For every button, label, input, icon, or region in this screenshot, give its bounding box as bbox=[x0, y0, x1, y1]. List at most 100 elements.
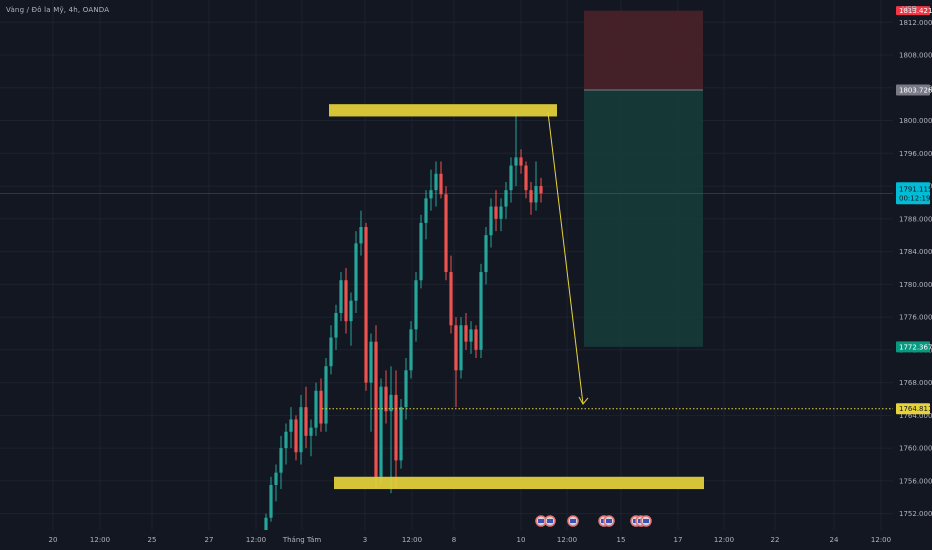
time-tick-label: 8 bbox=[452, 536, 456, 544]
candle-body bbox=[449, 272, 453, 326]
candle-body bbox=[429, 190, 433, 199]
time-tick-label: 15 bbox=[617, 536, 626, 544]
price-tick-label: 1756.000 bbox=[899, 477, 932, 485]
current-price-tag-bg bbox=[896, 182, 930, 205]
price-tick-label: 1776.000 bbox=[899, 314, 932, 322]
price-tick-label: 1800.000 bbox=[899, 117, 932, 125]
candle-body bbox=[319, 390, 323, 424]
time-axis[interactable]: 20 12:00 25 27 12:00 Tháng Tám 3 12:00 8 10 12:00 1… bbox=[0, 530, 932, 550]
time-tick-label: 12:00 bbox=[246, 536, 266, 544]
price-axis[interactable]: 1752.000 1756.000 1760.000 1764.000 1768.000… bbox=[893, 0, 932, 550]
time-tick-label: 24 bbox=[830, 536, 839, 544]
candle-body bbox=[284, 431, 288, 449]
time-tick-label: 12:00 bbox=[871, 536, 891, 544]
candle-body bbox=[514, 157, 518, 166]
candle-body bbox=[379, 386, 383, 477]
candle-body bbox=[324, 366, 328, 424]
economic-events bbox=[535, 515, 652, 527]
candle-body bbox=[494, 206, 498, 219]
time-tick-label: Tháng Tám bbox=[282, 536, 322, 544]
candle-body bbox=[329, 337, 333, 367]
candle-body bbox=[349, 300, 353, 322]
candle-body bbox=[274, 472, 278, 485]
candle-body bbox=[479, 272, 483, 350]
candle-body bbox=[539, 186, 543, 194]
candle-body bbox=[334, 312, 338, 338]
candle-body bbox=[469, 329, 473, 342]
countdown-label: 00:12:19 bbox=[899, 194, 930, 202]
stop-price-tag-bg bbox=[896, 6, 930, 16]
flag-stripe-icon bbox=[547, 519, 553, 523]
candle-body bbox=[294, 419, 298, 453]
price-tick-label: 1812.000 bbox=[899, 19, 932, 27]
candle-body bbox=[524, 165, 528, 191]
candle-body bbox=[369, 341, 373, 383]
current-price-tag: 1791.115 bbox=[899, 185, 932, 193]
candle-body bbox=[314, 390, 318, 428]
entry-price-tag-bg bbox=[896, 84, 930, 96]
candle-body bbox=[484, 235, 488, 273]
time-tick-label: 17 bbox=[674, 536, 683, 544]
candle-body bbox=[364, 227, 368, 383]
price-tick-label: 1768.000 bbox=[899, 379, 932, 387]
time-tick-label: 10 bbox=[517, 536, 526, 544]
candle-body bbox=[499, 206, 503, 219]
candle-body bbox=[424, 198, 428, 223]
candle-body bbox=[404, 370, 408, 408]
support-zone[interactable] bbox=[334, 476, 704, 490]
candle-body bbox=[299, 407, 303, 453]
candle-body bbox=[399, 407, 403, 461]
candle-body bbox=[464, 325, 468, 342]
time-tick-label: 12:00 bbox=[402, 536, 422, 544]
candle-body bbox=[489, 206, 493, 236]
flag-stripe-icon bbox=[538, 519, 544, 523]
candle-body bbox=[394, 394, 398, 461]
candle-body bbox=[264, 517, 268, 539]
candle-body bbox=[269, 484, 273, 518]
candle-body bbox=[339, 280, 343, 313]
price-tick-label: 1764.000 bbox=[899, 412, 932, 420]
time-tick-label: 12:00 bbox=[90, 536, 110, 544]
candle-body bbox=[359, 227, 363, 244]
time-tick-label: 20 bbox=[49, 536, 58, 544]
candle-body bbox=[309, 427, 313, 436]
flag-stripe-icon bbox=[606, 519, 612, 523]
time-tick-label: 25 bbox=[148, 536, 157, 544]
stop-loss-zone[interactable] bbox=[584, 10, 703, 91]
price-tick-label: 1784.000 bbox=[899, 248, 932, 256]
stop-price-tag: 1813.421 bbox=[899, 7, 932, 15]
resistance-zone[interactable] bbox=[329, 104, 557, 117]
candle-body bbox=[304, 407, 308, 436]
candle-body bbox=[419, 222, 423, 281]
projection-arrow[interactable] bbox=[547, 112, 584, 405]
symbol-title: Vàng / Đô la Mỹ, 4h, OANDA bbox=[6, 6, 110, 14]
dotted-level-tag-bg bbox=[896, 403, 930, 415]
currency-label: USD bbox=[902, 5, 917, 13]
price-tick-label: 1752.000 bbox=[899, 510, 932, 518]
candle-body bbox=[474, 329, 478, 350]
candle-body bbox=[439, 173, 443, 195]
time-tick-label: 3 bbox=[363, 536, 367, 544]
candle-body bbox=[519, 157, 523, 166]
time-tick-label: 22 bbox=[771, 536, 780, 544]
candle-body bbox=[459, 325, 463, 371]
price-tick-label: 1760.000 bbox=[899, 445, 932, 453]
take-profit-zone[interactable] bbox=[584, 90, 703, 347]
annotation-layer bbox=[322, 104, 893, 490]
time-axis-background bbox=[0, 530, 932, 550]
candle-body bbox=[509, 165, 513, 191]
candle-body bbox=[414, 280, 418, 330]
target-price-tag: 1772.367 bbox=[899, 343, 932, 351]
price-axis-background bbox=[893, 0, 932, 550]
candle-body bbox=[344, 280, 348, 322]
entry-price-tag: 1803.726 bbox=[899, 87, 932, 95]
drawing-layer bbox=[0, 10, 893, 347]
target-price-tag-bg bbox=[896, 341, 930, 353]
flag-stripe-icon bbox=[643, 519, 649, 523]
arrow-head-icon bbox=[578, 396, 589, 405]
flag-stripe-icon bbox=[570, 519, 576, 523]
time-tick-label: 12:00 bbox=[557, 536, 577, 544]
time-tick-label: 27 bbox=[205, 536, 214, 544]
candle-body bbox=[409, 329, 413, 371]
